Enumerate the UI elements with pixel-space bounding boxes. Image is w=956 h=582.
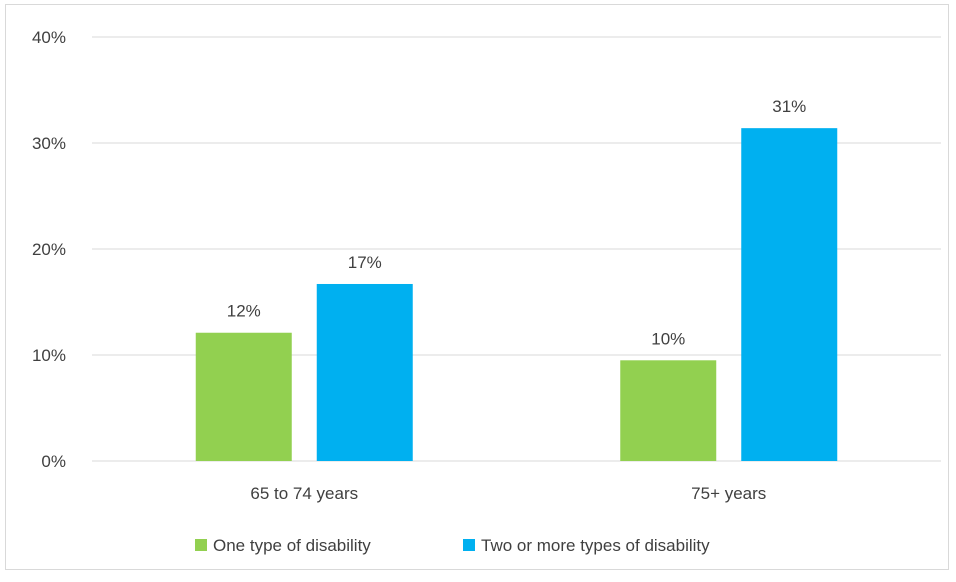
legend: One type of disability Two or more types …: [195, 536, 710, 555]
data-label: 10%: [651, 329, 685, 348]
y-tick-label: 20%: [32, 240, 66, 259]
y-tick-label: 40%: [32, 28, 66, 47]
legend-label: Two or more types of disability: [481, 536, 710, 555]
bar: [195, 332, 292, 461]
data-label: 31%: [772, 97, 806, 116]
data-label: 17%: [348, 253, 382, 272]
bar: [620, 360, 717, 461]
legend-swatch: [463, 539, 475, 551]
bar: [316, 283, 413, 461]
bars: [195, 128, 838, 461]
data-label: 12%: [227, 302, 261, 321]
category-label: 75+ years: [691, 484, 766, 503]
x-axis-category-labels: 65 to 74 years 75+ years: [250, 484, 766, 503]
bar-chart: 0% 10% 20% 30% 40% 12% 17% 10% 31% 65 to 74 yea…: [32, 28, 941, 555]
legend-swatch: [195, 539, 207, 551]
y-axis-tick-labels: 0% 10% 20% 30% 40%: [32, 28, 66, 471]
y-tick-label: 30%: [32, 134, 66, 153]
category-label: 65 to 74 years: [250, 484, 358, 503]
data-labels: 12% 17% 10% 31%: [227, 97, 807, 348]
y-tick-label: 0%: [41, 452, 66, 471]
y-tick-label: 10%: [32, 346, 66, 365]
bar: [741, 128, 838, 461]
chart-area: 0% 10% 20% 30% 40% 12% 17% 10% 31% 65 to 74 yea…: [5, 4, 949, 570]
legend-label: One type of disability: [213, 536, 371, 555]
